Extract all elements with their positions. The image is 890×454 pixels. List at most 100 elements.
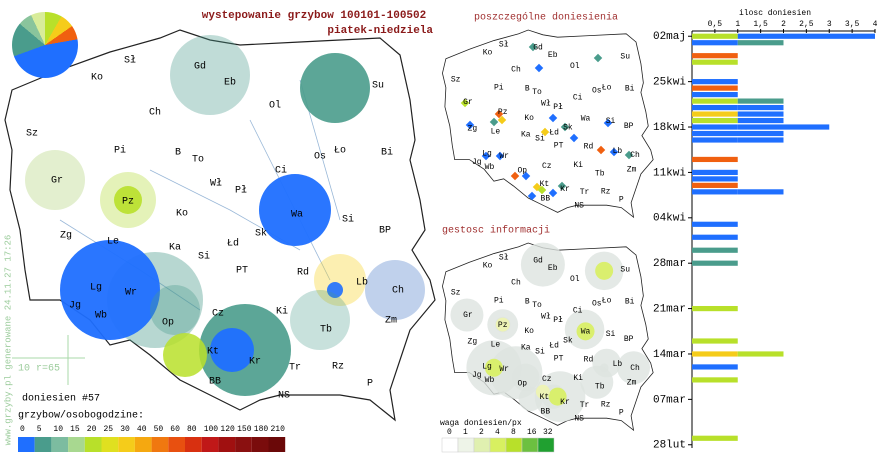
legend-tick: 25 [104, 425, 114, 434]
density-legend-swatch [489, 437, 507, 453]
city-label: Kr [249, 357, 261, 368]
density-halo [580, 365, 614, 399]
city-label: To [532, 301, 542, 310]
legend-swatch [251, 437, 269, 452]
city-label: Wa [291, 210, 303, 221]
scale-label: 10 r=65 [18, 364, 60, 375]
city-label: P [619, 409, 624, 418]
legend-swatch [185, 437, 202, 452]
x-axis-label: ilosc doniesien [739, 9, 811, 18]
density-blob [210, 328, 254, 372]
city-label: BB [541, 408, 551, 417]
city-label: Wa [581, 327, 591, 336]
city-label: Ka [169, 243, 181, 254]
density-legend-swatch [441, 437, 459, 453]
city-label: BP [624, 122, 634, 131]
city-label: Ło [334, 146, 346, 157]
bar-segment [692, 92, 738, 98]
city-label: Rd [584, 355, 594, 364]
city-label: Zm [385, 316, 397, 327]
city-label: Tb [320, 324, 332, 336]
x-tick-label: 3 [827, 20, 832, 29]
bar-segment [692, 377, 738, 383]
density-blob [25, 150, 85, 210]
bar-segment [692, 59, 738, 65]
city-label: Eb [224, 77, 236, 89]
density-blob [365, 260, 425, 320]
city-label: Gr [463, 311, 473, 320]
city-label: Le [491, 127, 501, 136]
density-halo [617, 351, 651, 385]
legend-tick: 20 [87, 425, 97, 434]
bar-segment [692, 364, 738, 370]
city-label: BP [624, 335, 634, 344]
bar-segment [692, 111, 738, 117]
x-tick-label: 2,5 [799, 20, 814, 29]
legend-tick: 60 [170, 425, 180, 434]
legend-tick: 30 [120, 425, 130, 434]
legend-tick: 80 [187, 425, 197, 434]
city-label: NS [278, 391, 290, 402]
city-label: Tr [580, 188, 590, 197]
city-label: BP [379, 226, 391, 237]
city-label: P [619, 196, 624, 205]
density-halo [450, 298, 484, 332]
bar-segment [692, 176, 738, 182]
city-label: Bi [625, 85, 635, 94]
city-label: Rz [332, 362, 344, 373]
y-tick-label: 02maj [653, 31, 686, 43]
city-label: Gd [194, 61, 206, 73]
city-label: Su [620, 266, 630, 275]
bar-segment [692, 53, 738, 59]
report-marker [489, 117, 499, 127]
legend-swatch [101, 437, 119, 452]
bar-segment [692, 124, 738, 130]
city-label: Lb [356, 277, 368, 289]
city-label: Lg [90, 283, 102, 294]
legend-tick: 40 [137, 425, 147, 434]
density-legend-tick: 16 [527, 428, 537, 437]
bar-segment [692, 435, 738, 441]
city-label: Wr [499, 152, 509, 161]
city-label: Pi [494, 297, 504, 306]
bar-segment [692, 33, 738, 39]
city-label: Wb [485, 376, 495, 385]
bar-segment [692, 338, 738, 344]
legend-tick: 120 [220, 425, 235, 434]
legend-swatch [118, 437, 135, 452]
city-label: Tb [595, 170, 605, 179]
legend-swatch [268, 437, 286, 452]
report-marker [495, 151, 505, 161]
bar-segment [737, 98, 784, 104]
density-blob [60, 240, 160, 340]
density-legend-swatch [473, 437, 491, 453]
legend-swatch [201, 437, 219, 452]
density-peak [595, 261, 614, 280]
color-wheel [12, 12, 78, 78]
city-label: Ch [630, 151, 640, 160]
x-tick-label: 1 [735, 20, 740, 29]
city-label: Si [535, 348, 545, 357]
city-label: Gr [51, 176, 63, 187]
city-label: Ko [176, 209, 188, 220]
reports-map-outline [442, 29, 654, 219]
credit: www.grzyby.pl generowane 24.11.27 17:26 [3, 235, 13, 446]
density-legend-tick: 4 [495, 428, 500, 437]
city-label: Wł [541, 313, 551, 322]
bar-segment [692, 85, 738, 91]
bar-segment [692, 130, 784, 137]
city-label: Ch [511, 278, 521, 287]
city-label: Lb [613, 147, 623, 156]
city-label: Pł [553, 103, 563, 112]
city-label: Ci [573, 93, 583, 102]
city-label: Wb [95, 310, 107, 322]
city-label: Os [592, 300, 602, 309]
city-label: Wr [499, 365, 509, 374]
legend-tick: 150 [237, 425, 252, 434]
city-label: Lb [613, 360, 623, 369]
city-label: Le [491, 340, 501, 349]
city-label: Kr [560, 185, 570, 194]
city-label: Łd [549, 128, 559, 137]
bar-segment [692, 234, 738, 240]
report-marker [460, 98, 470, 108]
